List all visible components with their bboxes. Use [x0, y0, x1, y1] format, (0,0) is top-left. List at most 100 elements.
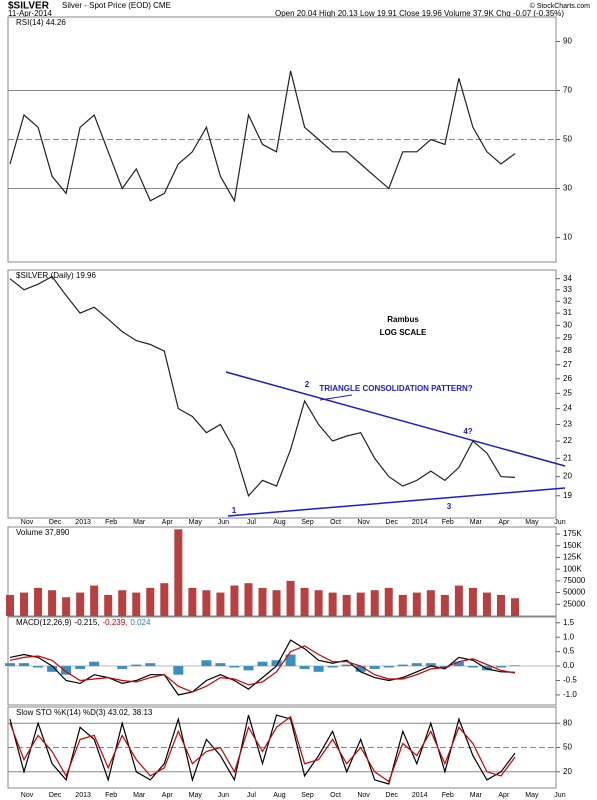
x-tick-label: Feb — [105, 519, 117, 526]
y-tick-label: 24 — [563, 404, 572, 413]
volume-bar — [412, 592, 421, 616]
x-tick-label: Oct — [330, 792, 341, 799]
y-tick-label: 70 — [563, 86, 572, 95]
x-tick-label: Jul — [247, 519, 256, 526]
histogram-bar — [215, 663, 226, 667]
legend-entry: MACD(12,26,9) — [16, 618, 72, 627]
x-tick-label: Apr — [498, 792, 510, 799]
histogram-bar — [75, 666, 86, 669]
y-tick-label: 28 — [563, 346, 572, 355]
volume-bar — [454, 585, 463, 616]
y-tick-label: 22 — [563, 436, 572, 445]
y-tick-label: -0.5 — [563, 676, 577, 685]
lower-trendline — [227, 487, 566, 517]
credit: © StockCharts.com — [530, 2, 591, 10]
legend-entry: -0.215, — [75, 618, 100, 627]
histogram-bar — [467, 666, 478, 668]
panel — [7, 269, 557, 519]
y-tick-label: 32 — [563, 296, 572, 305]
x-tick-label: Jun — [218, 519, 229, 526]
x-tick-label: Dec — [49, 519, 62, 526]
y-tick-label: 19 — [563, 491, 572, 500]
panel-title: Volume 37,890 — [16, 528, 70, 537]
y-tick-label: 125K — [563, 553, 582, 562]
volume-bar — [314, 590, 323, 616]
x-tick-label: 2013 — [75, 519, 91, 526]
volume-bar — [118, 590, 127, 616]
series-line — [9, 639, 516, 696]
volume-bar — [146, 587, 155, 616]
volume-bar — [468, 587, 477, 616]
series-line — [9, 70, 516, 203]
histogram-bar — [61, 666, 72, 675]
y-tick-label: 25000 — [563, 599, 586, 608]
annotation: 2 — [305, 380, 310, 389]
symbol: $SILVER — [8, 1, 50, 12]
histogram-bar — [299, 666, 310, 669]
x-tick-label: Nov — [357, 792, 370, 799]
x-tick-label: 2014 — [412, 519, 428, 526]
y-tick-label: 0.0 — [563, 661, 575, 670]
y-tick-label: 23 — [563, 420, 572, 429]
y-tick-label: 100K — [563, 564, 582, 573]
x-tick-label: Feb — [442, 519, 454, 526]
series-line — [9, 275, 516, 497]
y-tick-label: 20 — [563, 767, 572, 776]
y-tick-label: 80 — [563, 718, 572, 727]
histogram-bar — [285, 654, 296, 667]
volume-bar — [188, 587, 197, 616]
date: 11-Apr-2014 — [8, 9, 52, 18]
histogram-bar — [271, 660, 282, 667]
y-tick-label: 50000 — [563, 588, 586, 597]
volume-bar — [482, 592, 491, 616]
y-tick-label: 33 — [563, 285, 572, 294]
y-tick-label: -1.0 — [563, 690, 577, 699]
x-tick-label: Jun — [554, 519, 565, 526]
x-tick-label: Mar — [133, 792, 146, 799]
histogram-bar — [439, 666, 450, 668]
volume-bar — [90, 585, 99, 616]
volume-bar — [398, 594, 407, 616]
series-line — [9, 645, 516, 693]
volume-bar — [511, 598, 519, 616]
y-tick-label: 30 — [563, 320, 572, 329]
histogram-bar — [89, 661, 100, 667]
histogram-bar — [495, 666, 506, 668]
y-tick-label: 26 — [563, 374, 572, 383]
x-tick-label: May — [189, 519, 203, 526]
histogram-bar — [341, 664, 352, 667]
x-tick-label: Feb — [442, 792, 454, 799]
quote: Open 20.04 High 20.13 Low 19.91 Close 19… — [275, 9, 564, 18]
y-tick-label: 20 — [563, 472, 572, 481]
volume-bar — [272, 590, 281, 616]
x-tick-label: Dec — [385, 792, 398, 799]
legend-entry: 0.024 — [130, 618, 151, 627]
histogram-bar — [201, 660, 212, 667]
y-tick-label: 30 — [563, 184, 572, 193]
volume-bar — [258, 587, 267, 616]
y-tick-label: 21 — [563, 454, 572, 463]
volume-bar — [48, 590, 57, 616]
histogram-bar — [145, 663, 156, 667]
volume-bar — [76, 592, 85, 616]
volume-bar — [342, 594, 351, 616]
y-tick-label: 31 — [563, 308, 572, 317]
y-tick-label: 175K — [563, 529, 582, 538]
annotation: 3 — [447, 502, 452, 511]
volume-bar — [34, 587, 43, 616]
histogram-bar — [117, 666, 128, 669]
histogram-bar — [257, 661, 268, 667]
x-tick-label: Sep — [301, 792, 314, 799]
y-tick-label: 1.0 — [563, 632, 575, 641]
volume-bar — [384, 587, 393, 616]
x-tick-label: May — [525, 519, 539, 526]
x-tick-label: Nov — [21, 519, 34, 526]
histogram-bar — [397, 664, 408, 667]
volume-bar — [230, 585, 239, 616]
series-line — [9, 715, 516, 783]
y-tick-label: 50 — [563, 135, 572, 144]
volume-bar — [20, 592, 29, 616]
volume-bar — [300, 587, 309, 616]
x-tick-label: 2013 — [75, 792, 91, 799]
